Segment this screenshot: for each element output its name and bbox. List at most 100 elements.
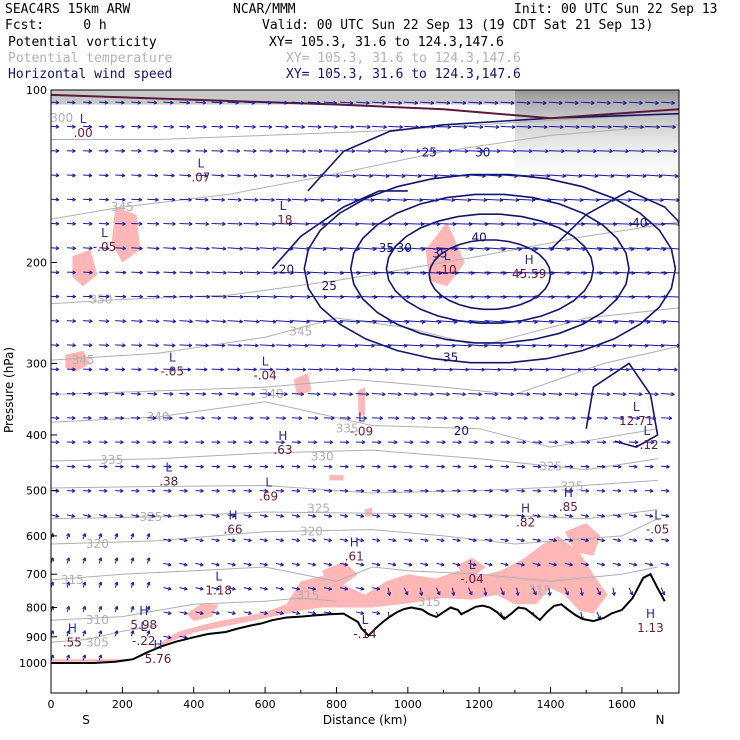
wind-vector-head <box>171 197 176 202</box>
wind-vector-head <box>561 367 566 372</box>
wind-vector-head <box>236 367 241 372</box>
wind-vector-head <box>155 246 160 251</box>
wind-vector-head <box>88 148 93 153</box>
wind-vector-head <box>458 440 462 445</box>
y-tick-label: 800 <box>26 601 47 614</box>
wind-vector <box>388 562 397 566</box>
wind-vector-head <box>577 367 582 372</box>
wind-vector-head <box>137 367 142 372</box>
wind-vector <box>307 465 317 468</box>
wind-vector <box>243 271 261 274</box>
wind-vector <box>452 417 464 419</box>
wind-vector <box>436 392 450 395</box>
wind-vector-head <box>465 367 469 372</box>
wind-vector <box>259 562 268 566</box>
wind-vector <box>564 320 586 323</box>
wind-vector <box>195 101 207 104</box>
wind-vector-head <box>167 586 172 591</box>
wind-vector <box>484 174 502 177</box>
wind-vector-head <box>172 246 177 251</box>
theta-contour-label: 330 <box>311 449 334 463</box>
wind-vector-head <box>392 538 397 543</box>
wind-vector-head <box>523 416 528 421</box>
wind-vector <box>436 150 453 152</box>
wind-vector <box>339 392 353 395</box>
wind-vector <box>548 271 571 274</box>
wind-vector-head <box>393 440 398 445</box>
wind-vector <box>645 465 654 468</box>
wind-vector-head <box>114 581 119 586</box>
wind-vector <box>516 538 525 542</box>
wind-vector-head <box>119 513 124 518</box>
wind-vector-head <box>577 149 581 154</box>
wind-vector <box>388 101 402 104</box>
wind-vector-head <box>239 294 244 299</box>
wind-vector-head <box>365 392 370 397</box>
extremum-marker: H1.13 <box>637 607 664 635</box>
wind-vector <box>420 174 438 177</box>
wind-vector-head <box>168 440 173 445</box>
wind-vector <box>500 514 509 517</box>
wind-vector <box>420 417 432 419</box>
wind-vector-head <box>417 173 422 178</box>
wind-vector-head <box>204 197 209 202</box>
wind-vector <box>307 514 316 517</box>
field-xy-wind: XY= 105.3, 31.6 to 124.3,147.6 <box>286 67 521 82</box>
wind-vector-head <box>237 173 241 178</box>
wind-vector-head <box>270 173 274 178</box>
wind-vector-head <box>328 538 333 543</box>
wind-vector <box>307 562 316 566</box>
wind-vector-head <box>624 124 628 130</box>
extremum-type: H <box>350 535 359 549</box>
wind-vector <box>211 247 227 250</box>
wind-vector <box>452 344 472 347</box>
wind-vector <box>67 392 76 395</box>
extremum-type: L <box>140 620 147 634</box>
wind-vector-head <box>280 513 284 518</box>
wind-vector-head <box>199 513 204 518</box>
wind-vector-head <box>349 100 354 105</box>
wind-vector <box>548 223 569 225</box>
wind-vector <box>436 417 448 419</box>
wind-vector <box>661 174 679 177</box>
wind-vector <box>355 611 365 615</box>
wind-vector-head <box>255 221 260 226</box>
wind-vector-head <box>472 538 477 543</box>
wind-vector-head <box>221 197 226 202</box>
wind-vector <box>564 295 587 298</box>
wind-vector-head <box>665 488 670 493</box>
wind-vector-head <box>297 440 301 445</box>
wind-vector <box>420 392 434 395</box>
wind-vector-head <box>368 149 372 154</box>
wind-vector <box>468 101 483 104</box>
wind-vector-head <box>404 591 409 596</box>
wind-vector <box>484 514 493 517</box>
wind-vector-head <box>251 100 256 105</box>
wind-vector <box>323 247 344 250</box>
wind-vector <box>548 125 564 128</box>
wind-vector <box>484 562 493 566</box>
wind-vector-head <box>304 343 309 348</box>
wind-vector-head <box>120 391 125 396</box>
wind-vector-head <box>585 464 590 469</box>
wind-vector <box>612 538 621 542</box>
wind-vector <box>468 198 487 201</box>
wind-vector-head <box>312 538 317 543</box>
x-tick-label: 200 <box>112 698 133 711</box>
wind-vector-head <box>271 197 275 202</box>
wind-vector-head <box>120 415 125 421</box>
extremum-type: H <box>646 607 655 621</box>
wind-vector-head <box>456 538 461 543</box>
wind-vector <box>372 223 392 225</box>
wind-vector-head <box>456 513 461 518</box>
wind-vector-head <box>431 124 436 130</box>
x-tick-label: 1000 <box>394 698 422 711</box>
wind-vector-head <box>266 416 270 421</box>
wind-vector <box>580 247 602 250</box>
wind-vector-head <box>312 488 317 493</box>
wind-vector-head <box>137 100 141 105</box>
wind-vector-head <box>71 464 76 469</box>
wind-vector <box>323 198 341 201</box>
wind-vector <box>356 392 370 395</box>
wind-vector-head <box>316 392 321 397</box>
